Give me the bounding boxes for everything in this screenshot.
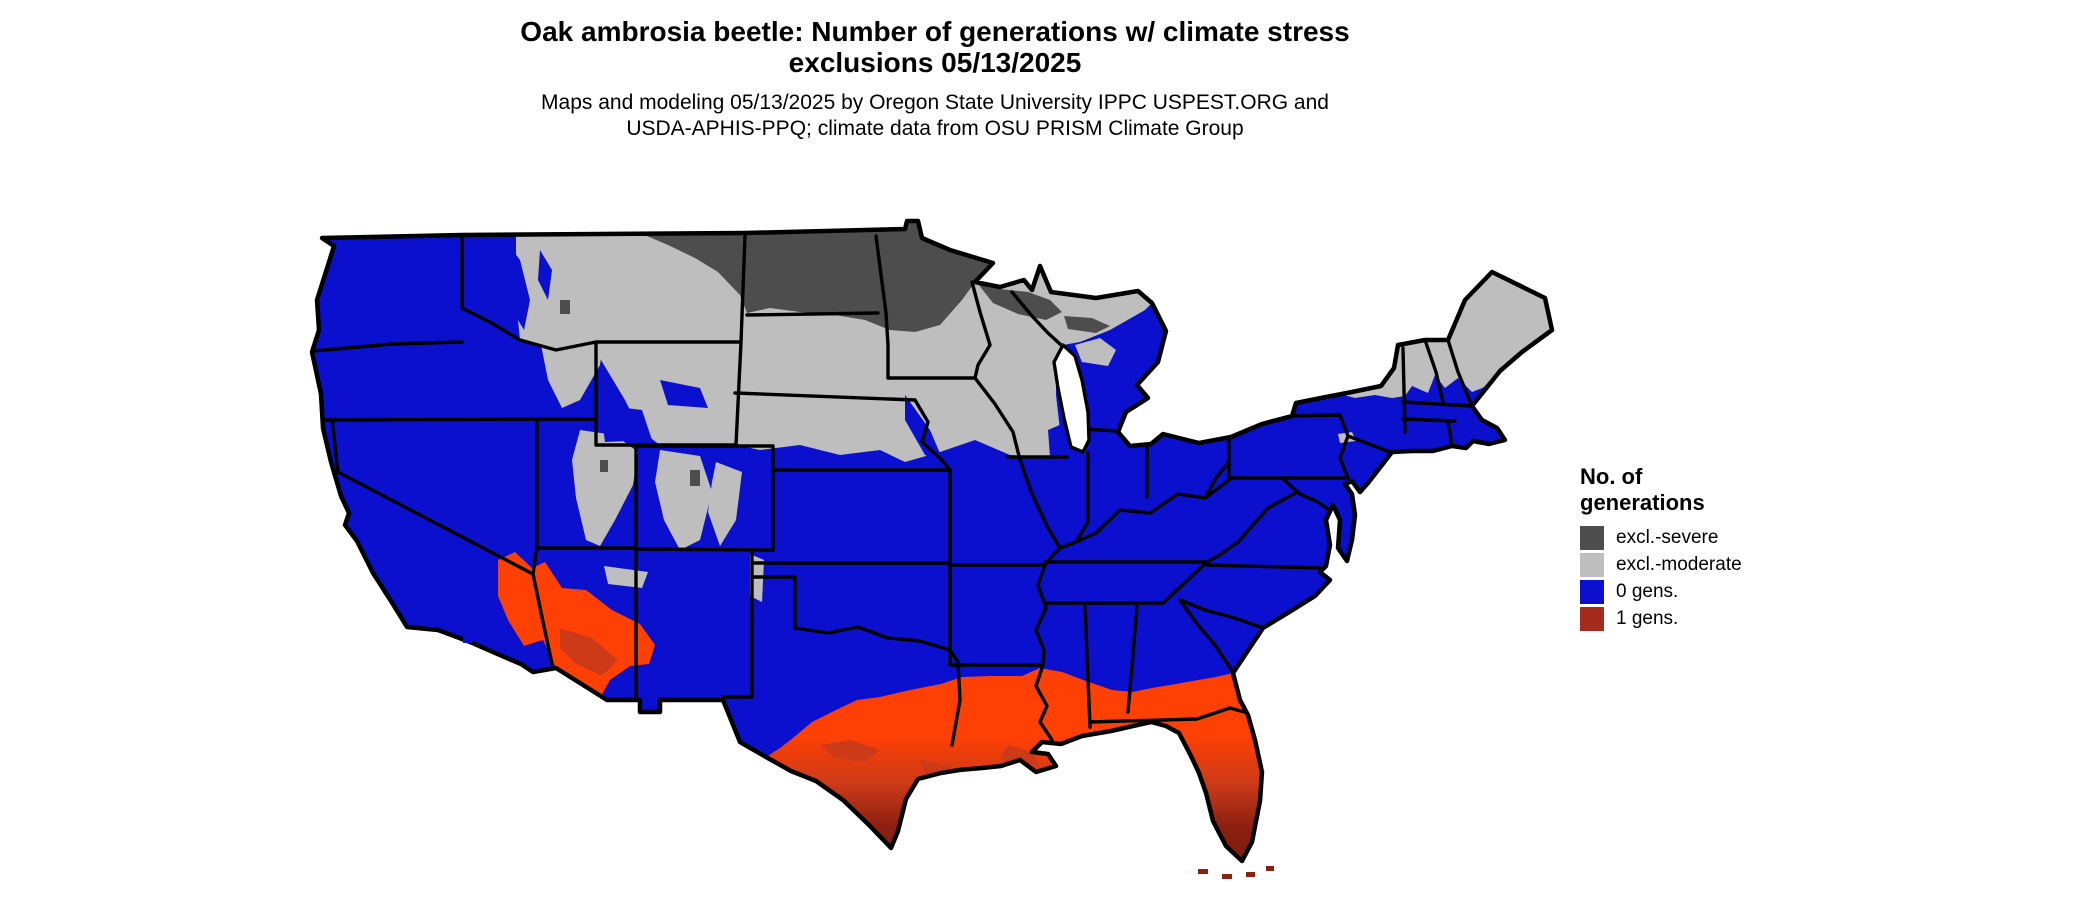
legend-item-1-gens: 1 gens. bbox=[1580, 605, 1880, 632]
region-excl-moderate-idaho bbox=[540, 295, 605, 408]
legend-swatch-excl-severe bbox=[1580, 525, 1604, 550]
speckle-montana-valley-1 bbox=[504, 240, 530, 330]
region-1-gen-arizona-core bbox=[560, 628, 618, 676]
legend-swatch-excl-moderate bbox=[1580, 552, 1604, 577]
legend: No. of generations excl.-severe excl.-mo… bbox=[1580, 464, 1880, 632]
severe-speck-idaho bbox=[560, 300, 570, 314]
legend-swatch-1-gens bbox=[1580, 606, 1604, 631]
title-line-2: exclusions 05/13/2025 bbox=[788, 47, 1082, 78]
region-excl-moderate-michigan-north bbox=[1075, 338, 1116, 366]
key-island bbox=[1222, 874, 1232, 879]
legend-label-excl-moderate: excl.-moderate bbox=[1616, 553, 1742, 575]
florida-keys bbox=[1198, 866, 1274, 879]
region-excl-moderate-utah bbox=[572, 430, 638, 546]
map-fill-layers bbox=[312, 221, 1552, 861]
region-1-gen-texas-mottle bbox=[820, 740, 880, 762]
region-excl-severe-upper-michigan bbox=[1064, 316, 1110, 333]
map-outline bbox=[309, 218, 1555, 864]
map-subtitle: Maps and modeling 05/13/2025 by Oregon S… bbox=[0, 90, 1870, 142]
lake-michigan bbox=[1052, 343, 1091, 454]
legend-label-0-gens: 0 gens. bbox=[1616, 580, 1679, 602]
legend-item-excl-moderate: excl.-moderate bbox=[1580, 551, 1880, 578]
state-borders bbox=[312, 233, 1474, 747]
legend-items: excl.-severe excl.-moderate 0 gens. 1 ge… bbox=[1580, 524, 1880, 632]
legend-label-excl-severe: excl.-severe bbox=[1616, 526, 1719, 548]
subtitle-line-1: Maps and modeling 05/13/2025 by Oregon S… bbox=[541, 91, 1329, 114]
channel-island bbox=[434, 612, 443, 617]
legend-title-line-2: generations bbox=[1580, 490, 1705, 515]
speckle-wisconsin-shore bbox=[1048, 424, 1068, 457]
severe-speck-colorado bbox=[690, 470, 700, 486]
key-island bbox=[1198, 869, 1208, 874]
legend-label-1-gens: 1 gens. bbox=[1616, 607, 1679, 629]
speckle-wyoming-southwest bbox=[600, 405, 652, 442]
key-island bbox=[1246, 872, 1255, 877]
severe-speck-utah bbox=[600, 460, 608, 472]
speckle-montana-valley-2 bbox=[538, 250, 552, 300]
legend-item-0-gens: 0 gens. bbox=[1580, 578, 1880, 605]
region-excl-moderate-northeast bbox=[1330, 272, 1552, 398]
channel-islands bbox=[434, 612, 472, 643]
region-excl-moderate-colorado-east bbox=[708, 462, 742, 546]
channel-island bbox=[463, 638, 472, 643]
legend-title-line-1: No. of bbox=[1580, 464, 1643, 489]
channel-island bbox=[448, 627, 458, 632]
key-island bbox=[1266, 866, 1274, 871]
title-line-1: Oak ambrosia beetle: Number of generatio… bbox=[520, 16, 1350, 47]
region-excl-severe-main bbox=[640, 221, 993, 332]
legend-swatch-0-gens bbox=[1580, 579, 1604, 604]
map-title: Oak ambrosia beetle: Number of generatio… bbox=[0, 16, 1870, 78]
speckle-wyoming-center bbox=[660, 380, 708, 408]
region-1-gen-south-band bbox=[766, 668, 1262, 861]
legend-item-excl-severe: excl.-severe bbox=[1580, 524, 1880, 551]
subtitle-line-2: USDA-APHIS-PPQ; climate data from OSU PR… bbox=[626, 117, 1244, 140]
